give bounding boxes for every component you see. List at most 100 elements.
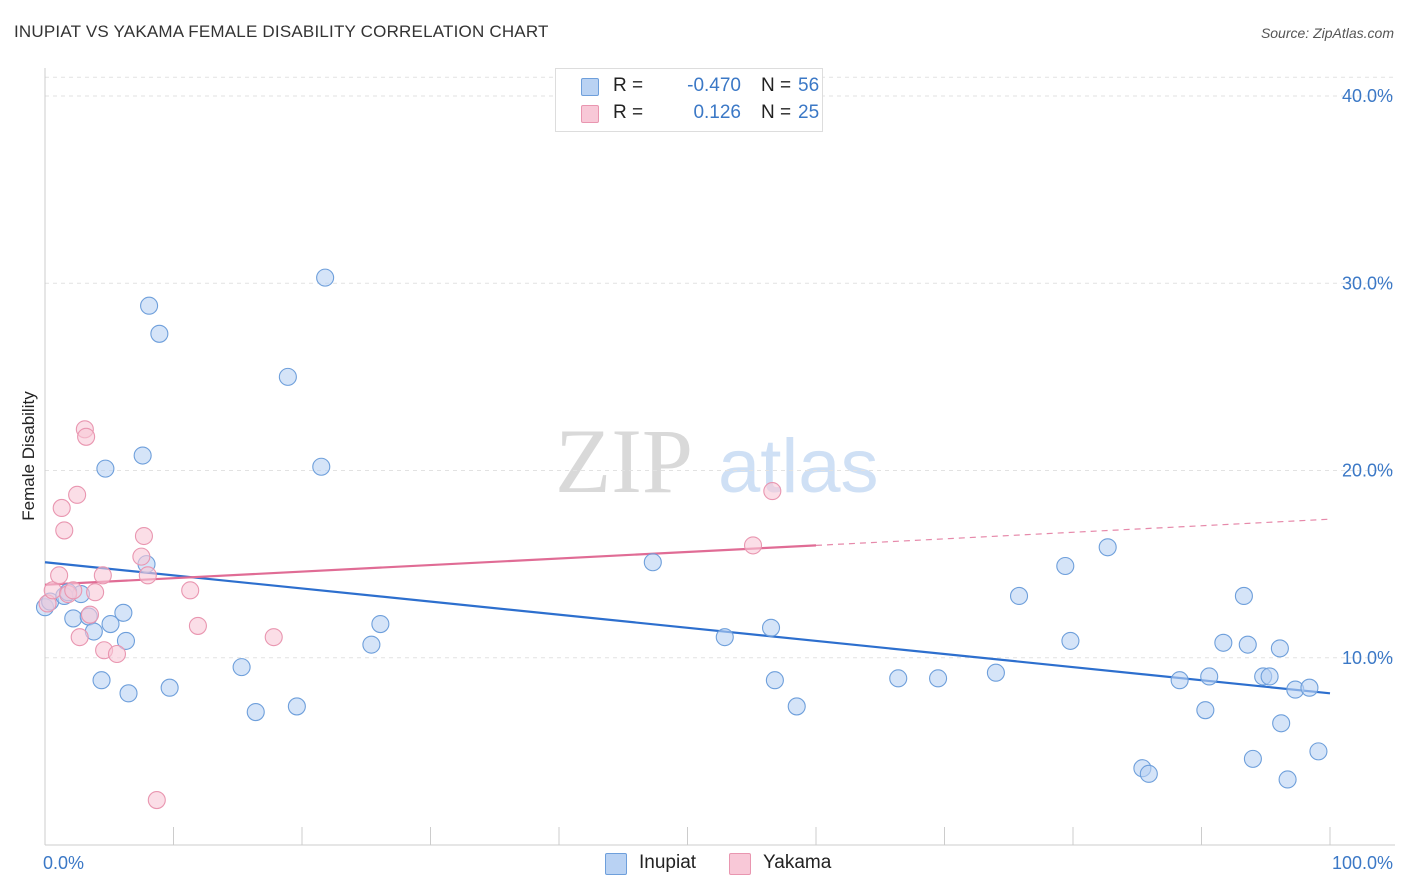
- point-inupiat: [1214, 633, 1233, 652]
- point-inupiat: [362, 635, 381, 654]
- point-inupiat: [765, 671, 784, 690]
- legend-r-value: -0.470: [687, 75, 741, 96]
- legend-r-value: 0.126: [693, 102, 741, 123]
- y-tick-label: 40.0%: [1342, 86, 1393, 106]
- point-yakama: [107, 644, 127, 664]
- point-yakama: [64, 581, 83, 600]
- point-yakama: [181, 581, 200, 600]
- point-yakama: [147, 791, 166, 810]
- point-inupiat: [1270, 639, 1289, 658]
- point-inupiat: [1139, 764, 1158, 783]
- point-inupiat: [1200, 667, 1219, 686]
- chart-source: Source: ZipAtlas.com: [1260, 25, 1394, 41]
- point-inupiat: [150, 324, 169, 343]
- point-yakama: [77, 427, 96, 446]
- point-inupiat: [1061, 631, 1080, 650]
- point-inupiat: [1300, 678, 1319, 697]
- point-inupiat: [787, 697, 806, 716]
- point-yakama: [50, 566, 69, 585]
- point-inupiat: [116, 631, 136, 650]
- x-tick-label: 0.0%: [43, 853, 84, 873]
- point-inupiat: [140, 296, 159, 315]
- legend-r-label: R =: [613, 102, 644, 123]
- legend-label-yakama: Yakama: [763, 852, 832, 873]
- point-inupiat: [889, 669, 908, 688]
- watermark-zip: ZIP: [555, 410, 693, 512]
- inupiat-swatch: [581, 78, 599, 96]
- point-inupiat: [1272, 714, 1291, 733]
- point-inupiat: [1238, 635, 1257, 654]
- point-inupiat: [278, 367, 297, 386]
- point-inupiat: [119, 684, 138, 703]
- y-tick-label: 20.0%: [1342, 461, 1393, 481]
- point-yakama: [134, 526, 153, 546]
- point-inupiat: [92, 671, 111, 690]
- point-inupiat: [246, 703, 265, 722]
- point-inupiat: [1309, 742, 1328, 761]
- x-tick-labels: 0.0% 100.0%: [43, 853, 1393, 873]
- data-points: [35, 268, 1328, 810]
- y-tick-label: 30.0%: [1342, 273, 1393, 293]
- point-inupiat: [371, 614, 390, 634]
- yakama-swatch: [581, 105, 599, 123]
- point-inupiat: [232, 658, 251, 677]
- point-yakama: [138, 566, 157, 585]
- point-yakama: [93, 566, 112, 585]
- point-inupiat: [101, 614, 120, 634]
- point-inupiat: [1243, 749, 1262, 768]
- point-inupiat: [64, 609, 83, 628]
- point-inupiat: [1278, 770, 1297, 789]
- legend-label-inupiat: Inupiat: [639, 852, 697, 873]
- point-inupiat: [1234, 586, 1253, 606]
- point-inupiat: [761, 618, 781, 637]
- correlation-legend: R = -0.470 N = 56 R = 0.126 N = 25: [555, 68, 823, 132]
- point-yakama: [264, 628, 283, 647]
- point-yakama: [132, 547, 151, 566]
- trend-line-yakama: [44, 544, 817, 586]
- point-inupiat: [986, 663, 1005, 682]
- point-inupiat: [1170, 671, 1189, 690]
- point-inupiat: [1260, 667, 1279, 686]
- point-yakama: [55, 521, 74, 540]
- point-inupiat: [96, 459, 115, 478]
- legend-n-value: 56: [798, 75, 820, 96]
- axes: [44, 68, 1395, 846]
- legend-n-label: N =: [761, 102, 792, 123]
- point-yakama: [68, 485, 87, 504]
- watermark: ZIP atlas: [555, 410, 879, 512]
- point-yakama: [188, 616, 207, 635]
- y-axis-title: Female Disability: [19, 391, 38, 521]
- point-inupiat: [1098, 538, 1117, 557]
- yakama-swatch: [729, 853, 751, 875]
- point-inupiat: [1056, 556, 1075, 576]
- point-inupiat: [1196, 701, 1215, 720]
- point-yakama: [70, 628, 89, 647]
- gridlines: [45, 76, 1395, 659]
- point-inupiat: [312, 457, 331, 476]
- x-tick-label: 100.0%: [1332, 853, 1393, 873]
- point-yakama: [86, 583, 105, 602]
- legend-n-value: 25: [798, 102, 820, 123]
- trend-line-inupiat: [44, 561, 1331, 695]
- legend-r-label: R =: [613, 75, 644, 96]
- point-inupiat: [133, 446, 152, 465]
- chart-title: INUPIAT VS YAKAMA FEMALE DISABILITY CORR…: [14, 22, 549, 41]
- point-yakama: [743, 536, 763, 555]
- point-inupiat: [715, 628, 734, 647]
- trend-lines: [44, 518, 1331, 695]
- legend-n-label: N =: [761, 75, 792, 96]
- series-legend: Inupiat Yakama: [0, 852, 1406, 878]
- y-tick-label: 10.0%: [1342, 648, 1393, 668]
- point-yakama: [52, 498, 71, 518]
- point-yakama: [80, 605, 100, 624]
- point-yakama: [763, 482, 782, 501]
- point-inupiat: [1009, 586, 1029, 606]
- point-inupiat: [929, 669, 948, 688]
- point-inupiat: [160, 678, 179, 697]
- trend-line-dashed-yakama: [815, 518, 1331, 546]
- point-inupiat: [114, 603, 133, 622]
- point-inupiat: [287, 697, 306, 716]
- inupiat-swatch: [605, 853, 627, 875]
- point-inupiat: [643, 553, 662, 572]
